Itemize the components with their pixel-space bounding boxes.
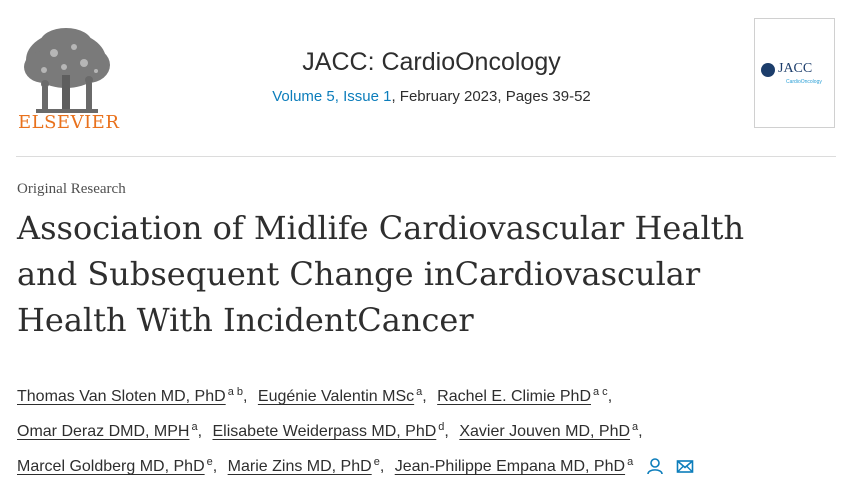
journal-header: ELSEVIER JACC: CardioOncology Volume 5, … xyxy=(0,0,863,157)
affiliation-marker[interactable]: e xyxy=(206,456,213,468)
author-link[interactable]: Rachel E. Climie PhD xyxy=(437,388,591,405)
person-icon[interactable] xyxy=(646,457,664,475)
title-line: Health With IncidentCancer xyxy=(17,301,474,339)
title-line: and Subsequent Change inCardiovascular xyxy=(17,255,701,293)
author-link[interactable]: Xavier Jouven MD, PhD xyxy=(459,423,631,440)
journal-cover[interactable]: JACC CardioOncology xyxy=(754,18,835,128)
affiliation-marker[interactable]: a xyxy=(416,386,423,398)
article-type: Original Research xyxy=(17,181,126,197)
author-link[interactable]: Marcel Goldberg MD, PhD xyxy=(17,458,205,475)
affiliation-marker[interactable]: a xyxy=(632,421,639,433)
affiliation-marker[interactable]: e xyxy=(373,456,380,468)
author-link[interactable]: Thomas Van Sloten MD, PhD xyxy=(17,388,226,405)
journal-title[interactable]: JACC: CardioOncology xyxy=(302,48,561,76)
journal-issue-info: Volume 5, Issue 1, February 2023, Pages … xyxy=(0,88,863,105)
envelope-icon[interactable] xyxy=(676,457,694,475)
header-divider xyxy=(16,156,836,157)
publisher-name: ELSEVIER xyxy=(18,112,120,133)
cover-title: JACC xyxy=(778,61,813,76)
jacc-seal-icon xyxy=(761,63,775,77)
author-link[interactable]: Marie Zins MD, PhD xyxy=(227,458,372,475)
elsevier-tree-logo[interactable] xyxy=(14,18,118,132)
author-line: Omar Deraz DMD, MPH a, Elisabete Weiderpa… xyxy=(17,421,643,440)
affiliation-marker[interactable]: a c xyxy=(593,386,608,398)
affiliation-marker[interactable]: d xyxy=(438,421,445,433)
author-list: Thomas Van Sloten MD, PhD a b, Eugénie Va… xyxy=(17,377,817,482)
author-link[interactable]: Elisabete Weiderpass MD, PhD xyxy=(212,423,437,440)
volume-issue-link[interactable]: Volume 5, Issue 1 xyxy=(272,88,392,105)
cover-subtitle: CardioOncology xyxy=(786,79,822,85)
author-link[interactable]: Jean-Philippe Empana MD, PhD xyxy=(394,458,626,475)
author-link[interactable]: Omar Deraz DMD, MPH xyxy=(17,423,190,440)
author-line: Marcel Goldberg MD, PhD e, Marie Zins MD,… xyxy=(17,447,817,482)
article-title: Association of Midlife Cardiovascular He… xyxy=(17,205,817,343)
issue-date-pages: , February 2023, Pages 39-52 xyxy=(391,88,591,105)
author-line: Thomas Van Sloten MD, PhD a b, Eugénie Va… xyxy=(17,386,613,405)
title-line: Association of Midlife Cardiovascular He… xyxy=(17,209,745,247)
affiliation-marker[interactable]: a b xyxy=(227,386,243,398)
affiliation-marker[interactable]: a xyxy=(191,421,198,433)
affiliation-marker[interactable]: a xyxy=(627,456,634,468)
author-link[interactable]: Eugénie Valentin MSc xyxy=(257,388,415,405)
